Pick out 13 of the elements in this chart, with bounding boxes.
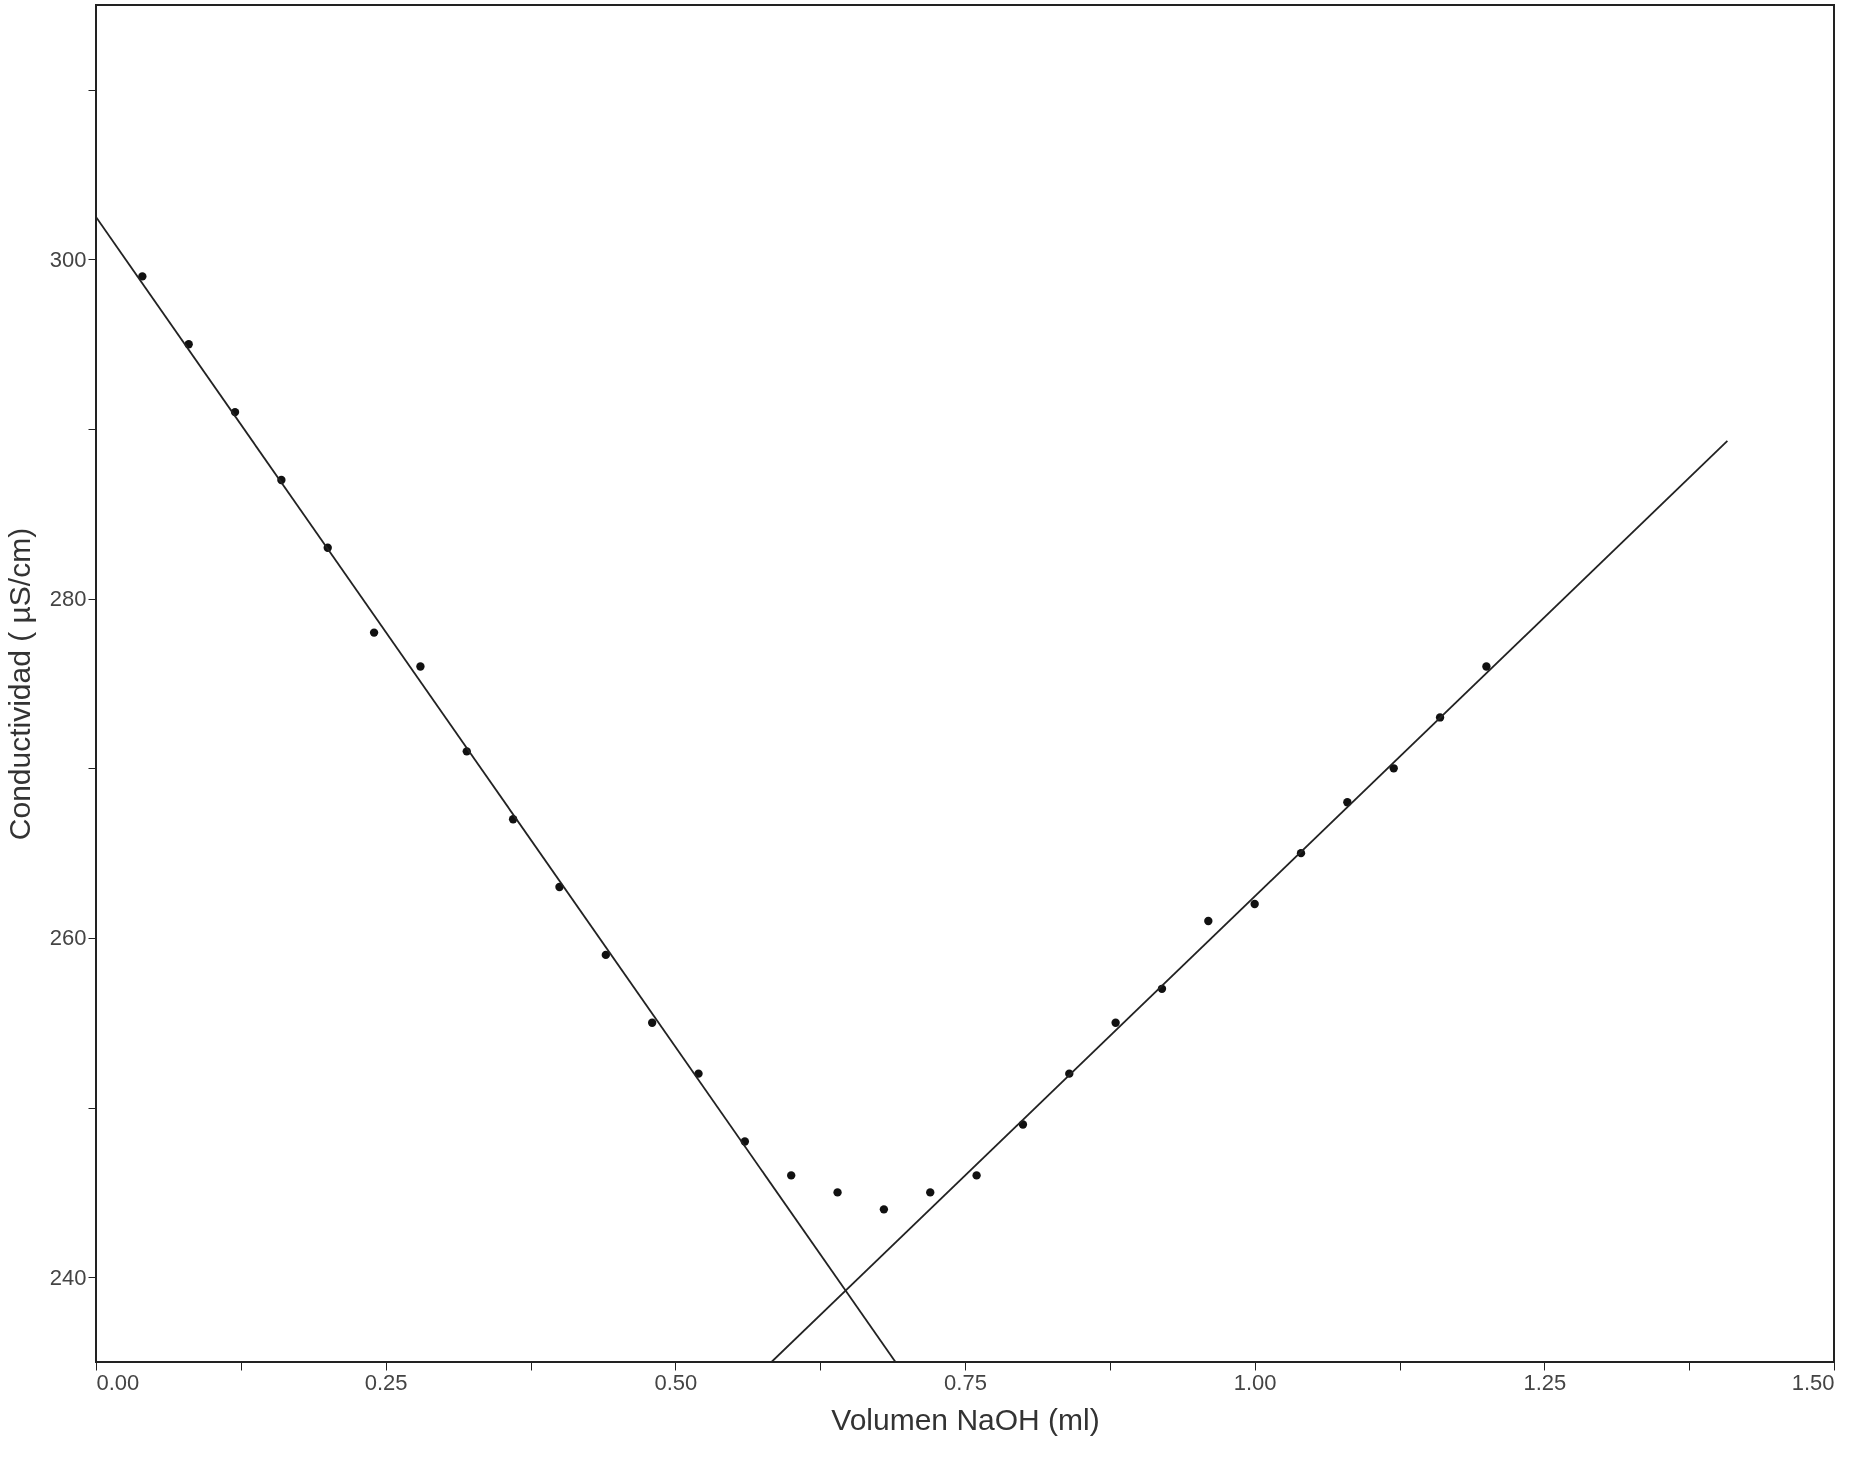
y-tick-label: 300 <box>49 246 87 272</box>
x-tick-label: 0.25 <box>364 1369 408 1395</box>
y-axis-title: Conductividad ( µS/cm) <box>2 527 36 841</box>
x-tick-label: 0.75 <box>944 1369 987 1395</box>
x-tick-label: 1.50 <box>1791 1369 1835 1395</box>
x-tick-label: 1.25 <box>1523 1369 1567 1395</box>
x-tick-label: 1.00 <box>1233 1369 1277 1395</box>
y-tick-label: 260 <box>49 925 87 951</box>
y-tick-label: 280 <box>49 586 87 612</box>
x-tick-label: 0.00 <box>96 1369 140 1395</box>
x-tick-label: 0.50 <box>654 1369 698 1395</box>
y-tick-label: 240 <box>49 1264 87 1290</box>
x-axis-title: Volumen NaOH (ml) <box>831 1402 1100 1436</box>
